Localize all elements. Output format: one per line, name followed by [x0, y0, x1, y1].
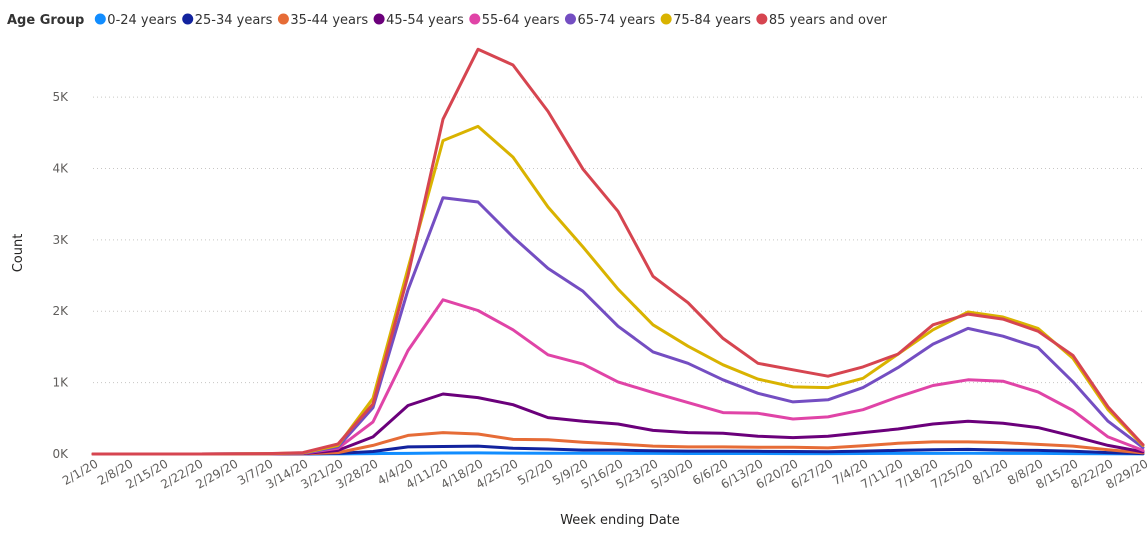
series-line-85-years-and-over[interactable]	[91, 47, 1145, 456]
legend-label: 65-74 years	[577, 13, 655, 28]
legend-label: 25-34 years	[195, 13, 273, 28]
legend-label: 75-84 years	[673, 13, 751, 28]
series-line-55-64-years[interactable]	[91, 298, 1145, 456]
legend-marker	[564, 13, 576, 25]
legend-marker	[660, 13, 672, 25]
series-line-65-74-years[interactable]	[91, 196, 1145, 456]
legend-marker	[182, 13, 194, 25]
legend-item[interactable]: 65-74 years	[564, 13, 655, 28]
legend-marker	[469, 13, 481, 25]
legend-item[interactable]: 75-84 years	[660, 13, 751, 28]
legend-item[interactable]: 25-34 years	[182, 13, 273, 28]
gridlines	[93, 96, 1143, 384]
legend-items: 0-24 years 25-34 years 35-44 years 45-54 ye…	[94, 13, 888, 28]
legend-item[interactable]: 35-44 years	[277, 13, 368, 28]
x-axis-title: Week ending Date	[560, 513, 680, 528]
legend-item[interactable]: 85 years and over	[756, 13, 888, 28]
y-tick-label: 4K	[52, 161, 69, 175]
legend-label: 85 years and over	[769, 13, 888, 28]
legend-marker	[94, 13, 106, 25]
legend-label: 55-64 years	[482, 13, 560, 28]
legend-label: 0-24 years	[107, 13, 177, 28]
legend-marker	[756, 13, 768, 25]
y-tick-label: 3K	[52, 233, 69, 247]
y-tick-label: 5K	[52, 90, 69, 104]
legend-marker	[373, 13, 385, 25]
x-tick-label: 8/1/20	[970, 456, 1010, 487]
legend-item[interactable]: 45-54 years	[373, 13, 464, 28]
legend-title: Age Group	[7, 13, 84, 28]
y-tick-label: 1K	[52, 376, 69, 390]
x-axis-ticks: 2/1/202/8/202/15/202/22/202/29/203/7/203…	[60, 456, 1147, 491]
legend-label: 45-54 years	[386, 13, 464, 28]
series-line-75-84-years[interactable]	[91, 124, 1145, 456]
y-tick-label: 2K	[52, 304, 69, 318]
series-lines	[91, 47, 1145, 456]
y-axis-title: Count	[11, 234, 26, 273]
legend-item[interactable]: 0-24 years	[94, 13, 177, 28]
legend: Age Group 0-24 years 25-34 years 35-44 yea…	[7, 13, 888, 28]
y-axis-ticks: 0K 1K 2K 3K 4K 5K	[52, 90, 69, 461]
legend-label: 35-44 years	[290, 13, 368, 28]
y-tick-label: 0K	[52, 447, 69, 461]
legend-item[interactable]: 55-64 years	[469, 13, 560, 28]
legend-marker	[277, 13, 289, 25]
x-tick-label: 5/2/20	[515, 456, 555, 487]
x-tick-label: 2/1/20	[60, 456, 100, 487]
